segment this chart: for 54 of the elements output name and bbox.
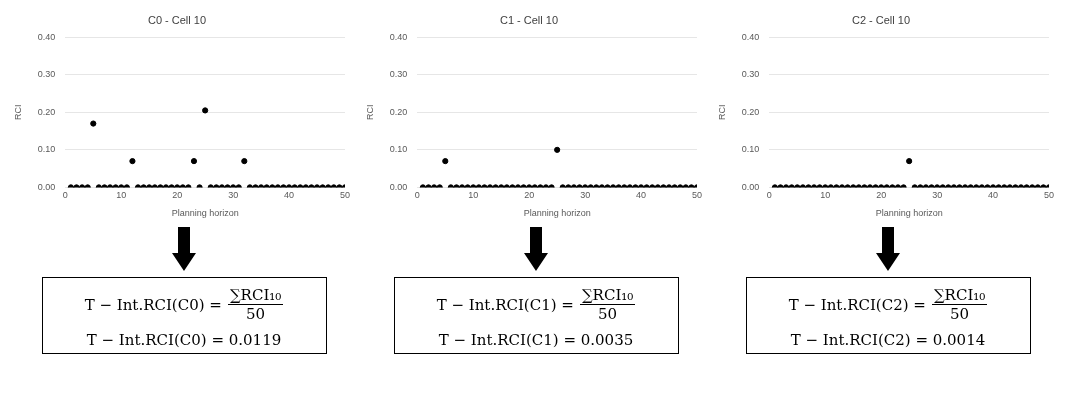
text: T − Int.RCI(C2) = 0.0014: [789, 331, 987, 349]
text: T − Int.RCI(C1) = 0.0035: [437, 331, 635, 349]
text: T − Int.RCI(C0) = 0.0119: [85, 331, 283, 349]
chart-title: C2 - Cell 10: [851, 13, 911, 26]
y-tick-label: 0.40: [741, 31, 760, 42]
text: T − Int.RCI(C1) =: [436, 295, 574, 314]
y-tick-label: 0.10: [741, 144, 760, 155]
y-tick-label: 0.40: [389, 31, 408, 42]
x-axis-title: Planning horizon: [523, 208, 591, 219]
x-tick-label: 10: [820, 190, 831, 201]
x-tick-label: 20: [524, 190, 535, 201]
text: 50: [598, 305, 618, 323]
x-tick-label: 20: [876, 190, 887, 201]
x-tick-label: 40: [636, 190, 647, 201]
y-axis-title: RCI: [716, 104, 727, 121]
x-tick-label: 10: [116, 190, 127, 201]
y-tick-label: 0.00: [389, 181, 408, 192]
x-tick-label: 10: [468, 190, 479, 201]
x-tick-label: 40: [988, 190, 999, 201]
text: ∑RCI₁₀: [227, 286, 284, 305]
y-tick-label: 0.30: [389, 69, 408, 80]
y-tick-label: 0.10: [37, 144, 56, 155]
text: 50: [246, 305, 266, 323]
y-tick-label: 0.00: [37, 181, 56, 192]
x-tick-label: 0: [62, 190, 68, 201]
x-tick-label: 30: [932, 190, 943, 201]
x-tick-label: 30: [580, 190, 591, 201]
x-tick-label: 50: [339, 190, 351, 201]
y-tick-label: 0.20: [741, 106, 760, 117]
text: ∑RCI₁₀: [579, 286, 636, 305]
y-tick-label: 0.20: [389, 106, 408, 117]
y-tick-label: 0.00: [741, 181, 760, 192]
y-tick-label: 0.30: [37, 69, 56, 80]
text: ∑RCI₁₀: [931, 286, 988, 305]
y-tick-label: 0.40: [37, 31, 56, 42]
x-tick-label: 40: [284, 190, 295, 201]
y-axis-title: RCI: [12, 104, 23, 121]
y-tick-label: 0.10: [389, 144, 408, 155]
x-tick-label: 0: [414, 190, 420, 201]
y-axis-title: RCI: [364, 104, 375, 121]
x-axis-title: Planning horizon: [875, 208, 943, 219]
y-tick-label: 0.30: [741, 69, 760, 80]
x-tick-label: 50: [1043, 190, 1055, 201]
text: 50: [950, 305, 970, 323]
chart-title: C1 - Cell 10: [499, 13, 559, 26]
x-tick-label: 30: [228, 190, 239, 201]
x-tick-label: 0: [766, 190, 772, 201]
text: T − Int.RCI(C2) =: [788, 295, 926, 314]
text: T − Int.RCI(C0) =: [84, 295, 222, 314]
chart-title: C0 - Cell 10: [147, 13, 207, 26]
x-tick-label: 50: [691, 190, 703, 201]
y-tick-label: 0.20: [37, 106, 56, 117]
x-tick-label: 20: [172, 190, 183, 201]
x-axis-title: Planning horizon: [171, 208, 239, 219]
